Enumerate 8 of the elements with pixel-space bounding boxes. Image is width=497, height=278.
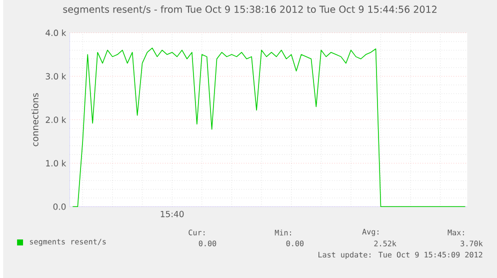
y-tick-label: 2.0 k xyxy=(46,116,66,123)
chart-title: segments resent/s - from Tue Oct 9 15:38:16 2012 to Tue Oct 9 15:44:56 2012 xyxy=(63,5,436,15)
y-tick-label: 0.0 xyxy=(53,203,66,210)
text: 15:40 xyxy=(160,210,184,218)
y-axis-title: connections xyxy=(31,93,38,146)
y-tick-label: 3.0 k xyxy=(46,72,66,80)
y-tick-label: 4.0 k xyxy=(46,29,66,36)
y-tick-label: 1.0 k xyxy=(46,160,66,166)
